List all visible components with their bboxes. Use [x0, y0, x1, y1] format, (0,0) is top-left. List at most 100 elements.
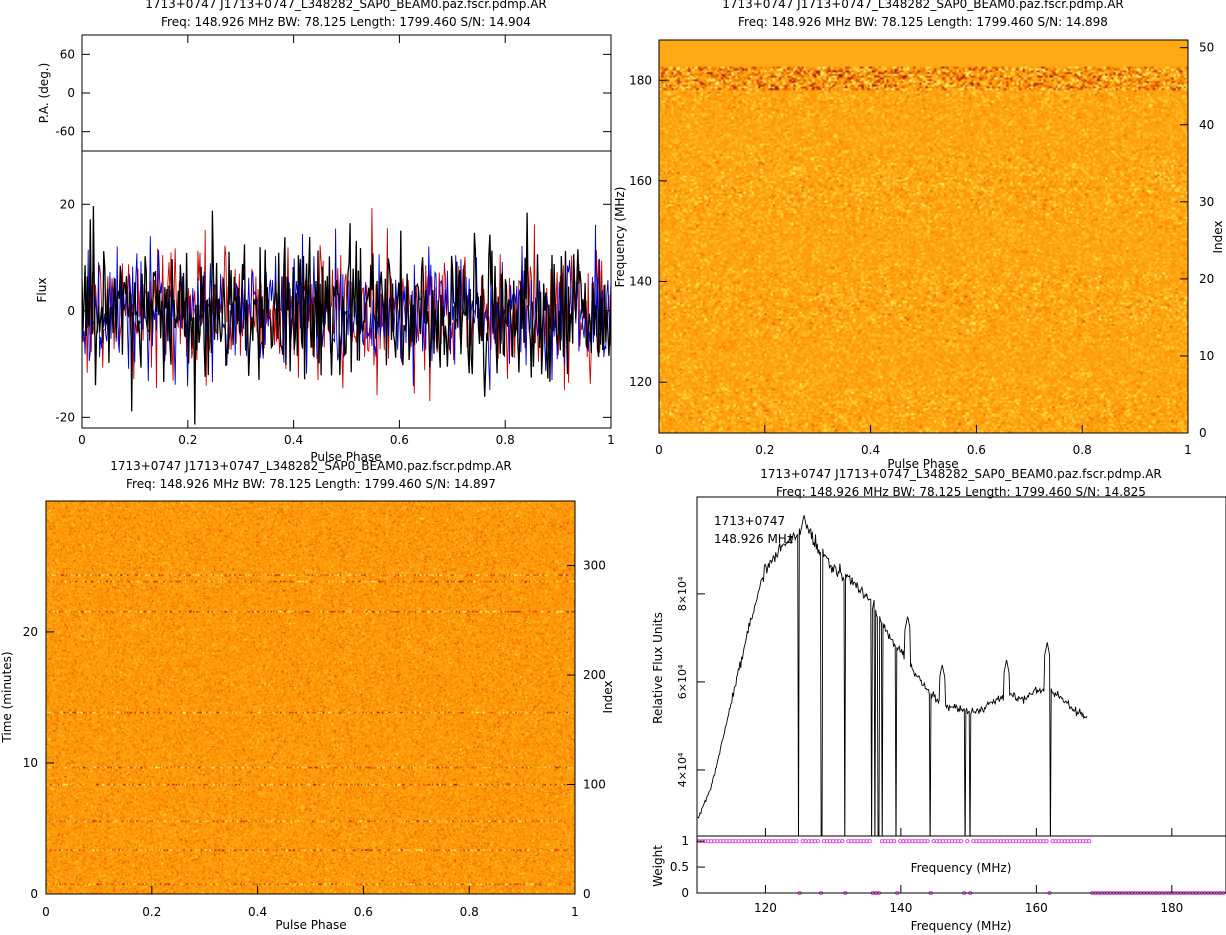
bandpass-ytick-label: 8×10⁴: [676, 576, 689, 611]
time-phase-subtitle: Freq: 148.926 MHz BW: 78.125 Length: 179…: [126, 477, 496, 491]
weight-point: [840, 839, 845, 844]
pa-ytick-label: -60: [55, 125, 75, 139]
freq-phase-xtick-label: 0.4: [861, 443, 880, 457]
pa-ytick-label: 60: [60, 47, 75, 61]
freq-phase-panel: 1713+0747 J1713+0747_L348282_SAP0_BEAM0.…: [613, 0, 1225, 471]
pa-y-axis: -60 0 60: [55, 47, 611, 139]
pa-ylabel: P.A. (deg.): [37, 63, 51, 124]
freq-phase-ytick-label: 180: [629, 73, 652, 87]
time-phase-xtick-label: 0: [42, 905, 50, 919]
freq-phase-y2tick-label: 0: [1199, 426, 1207, 440]
time-phase-y2tick-label: 300: [583, 559, 606, 573]
freq-phase-ytick-label: 140: [629, 275, 652, 289]
time-phase-frame: [45, 500, 576, 895]
time-phase-ytick-label: 10: [23, 756, 38, 770]
time-phase-xtick-label: 0.6: [354, 905, 373, 919]
weights-ytick-label: 1: [681, 834, 689, 848]
profile-xtick-label: 1: [607, 433, 615, 447]
bandpass-line: [697, 515, 1088, 836]
weight-point: [815, 839, 820, 844]
bandpass-ytick-label: 6×10⁴: [676, 664, 689, 699]
bandpass-legend-freq: 148.926 MHz: [714, 532, 793, 546]
time-phase-xtick-label: 1: [571, 905, 579, 919]
profile-subtitle: Freq: 148.926 MHz BW: 78.125 Length: 179…: [161, 15, 531, 29]
freq-phase-xtick-label: 1: [1184, 443, 1192, 457]
weights-frame: [696, 835, 1226, 894]
freq-phase-xtick-label: 0: [655, 443, 663, 457]
bandpass-xtick-label: 160: [1025, 901, 1048, 915]
profile-xlabel: Pulse Phase: [310, 450, 381, 464]
weights-inner-xlabel: Frequency (MHz): [911, 861, 1012, 875]
weights-ytick-label: 0.5: [670, 860, 689, 874]
weight-point: [794, 839, 799, 844]
time-phase-xlabel: Pulse Phase: [275, 918, 346, 932]
bandpass-axes: 120 140 160 180 4×10⁴ 6×10⁴ 8×10⁴ 0 0.5 1: [670, 576, 1183, 915]
freq-phase-y2tick-label: 20: [1199, 272, 1214, 286]
flux-plot-frame: [81, 150, 612, 429]
pa-ytick-label: 0: [67, 86, 75, 100]
weight-point: [1087, 839, 1092, 844]
freq-phase-subtitle: Freq: 148.926 MHz BW: 78.125 Length: 179…: [738, 15, 1108, 29]
bandpass-ytick-label: 4×10⁴: [676, 752, 689, 787]
weight-point: [965, 839, 970, 844]
freq-phase-xtick-label: 0.2: [755, 443, 774, 457]
profile-line-I: [82, 206, 611, 425]
profile-xtick-label: 0.8: [496, 433, 515, 447]
freq-phase-y2tick-label: 30: [1199, 195, 1214, 209]
profile-lines: [82, 206, 611, 425]
profile-xtick-label: 0: [78, 433, 86, 447]
weight-point: [959, 839, 964, 844]
bandpass-panel: 1713+0747 J1713+0747_L348282_SAP0_BEAM0.…: [651, 467, 1226, 933]
time-phase-y2tick-label: 100: [583, 778, 606, 792]
bandpass-subtitle: Freq: 148.926 MHz BW: 78.125 Length: 179…: [776, 485, 1146, 499]
bandpass-xlabel: Frequency (MHz): [911, 919, 1012, 933]
bandpass-xtick-label: 180: [1160, 901, 1183, 915]
time-phase-ylabel: Time (minutes): [0, 651, 14, 743]
freq-phase-heatmap: [659, 40, 1188, 433]
freq-phase-xtick-label: 0.8: [1073, 443, 1092, 457]
freq-phase-y2tick-label: 40: [1199, 118, 1214, 132]
weight-point: [1044, 839, 1049, 844]
weight-point: [892, 839, 897, 844]
profile-xtick-label: 0.2: [178, 433, 197, 447]
weight-point: [867, 839, 872, 844]
freq-phase-axes: 0 0.2 0.4 0.6 0.8 1 120 140 160 180 0 10 20 30 40 50: [629, 41, 1214, 457]
profile-title: 1713+0747 J1713+0747_L348282_SAP0_BEAM0.…: [145, 0, 547, 11]
time-phase-y2tick-label: 200: [583, 668, 606, 682]
freq-phase-ytick-label: 160: [629, 174, 652, 188]
time-phase-y2label: Index: [601, 680, 615, 713]
bandpass-title: 1713+0747 J1713+0747_L348282_SAP0_BEAM0.…: [760, 467, 1162, 481]
freq-phase-frame: [658, 39, 1189, 434]
freq-phase-ylabel: Frequency (MHz): [613, 187, 627, 288]
flux-ylabel: Flux: [35, 278, 49, 303]
time-phase-xtick-label: 0.4: [248, 905, 267, 919]
bandpass-line-group: [697, 515, 1088, 836]
time-phase-ytick-label: 20: [23, 625, 38, 639]
pa-plot-frame: [81, 34, 612, 152]
flux-ytick-label: 0: [67, 304, 75, 318]
freq-phase-y2tick-label: 10: [1199, 349, 1214, 363]
time-phase-xtick-label: 0.2: [142, 905, 161, 919]
flux-ytick-label: -20: [55, 410, 75, 424]
time-phase-heatmap: [46, 501, 575, 894]
flux-ytick-label: 20: [60, 197, 75, 211]
time-phase-y2tick-label: 0: [583, 887, 591, 901]
profile-panel: 1713+0747 J1713+0747_L348282_SAP0_BEAM0.…: [35, 0, 615, 464]
weights-ytick-label: 0: [681, 886, 689, 900]
freq-phase-xtick-label: 0.6: [967, 443, 986, 457]
weights-ylabel: Weight: [651, 845, 665, 887]
bandpass-legend-source: 1713+0747: [714, 514, 785, 528]
freq-phase-ytick-label: 120: [629, 375, 652, 389]
freq-phase-xlabel: Pulse Phase: [887, 457, 958, 471]
profile-xtick-label: 0.6: [390, 433, 409, 447]
bandpass-xtick-label: 140: [889, 901, 912, 915]
freq-phase-y2tick-label: 50: [1199, 41, 1214, 55]
bandpass-ylabel: Relative Flux Units: [651, 612, 665, 724]
time-phase-xtick-label: 0.8: [460, 905, 479, 919]
time-phase-panel: 1713+0747 J1713+0747_L348282_SAP0_BEAM0.…: [0, 459, 615, 932]
time-phase-title: 1713+0747 J1713+0747_L348282_SAP0_BEAM0.…: [110, 459, 512, 473]
weight-point: [925, 839, 930, 844]
